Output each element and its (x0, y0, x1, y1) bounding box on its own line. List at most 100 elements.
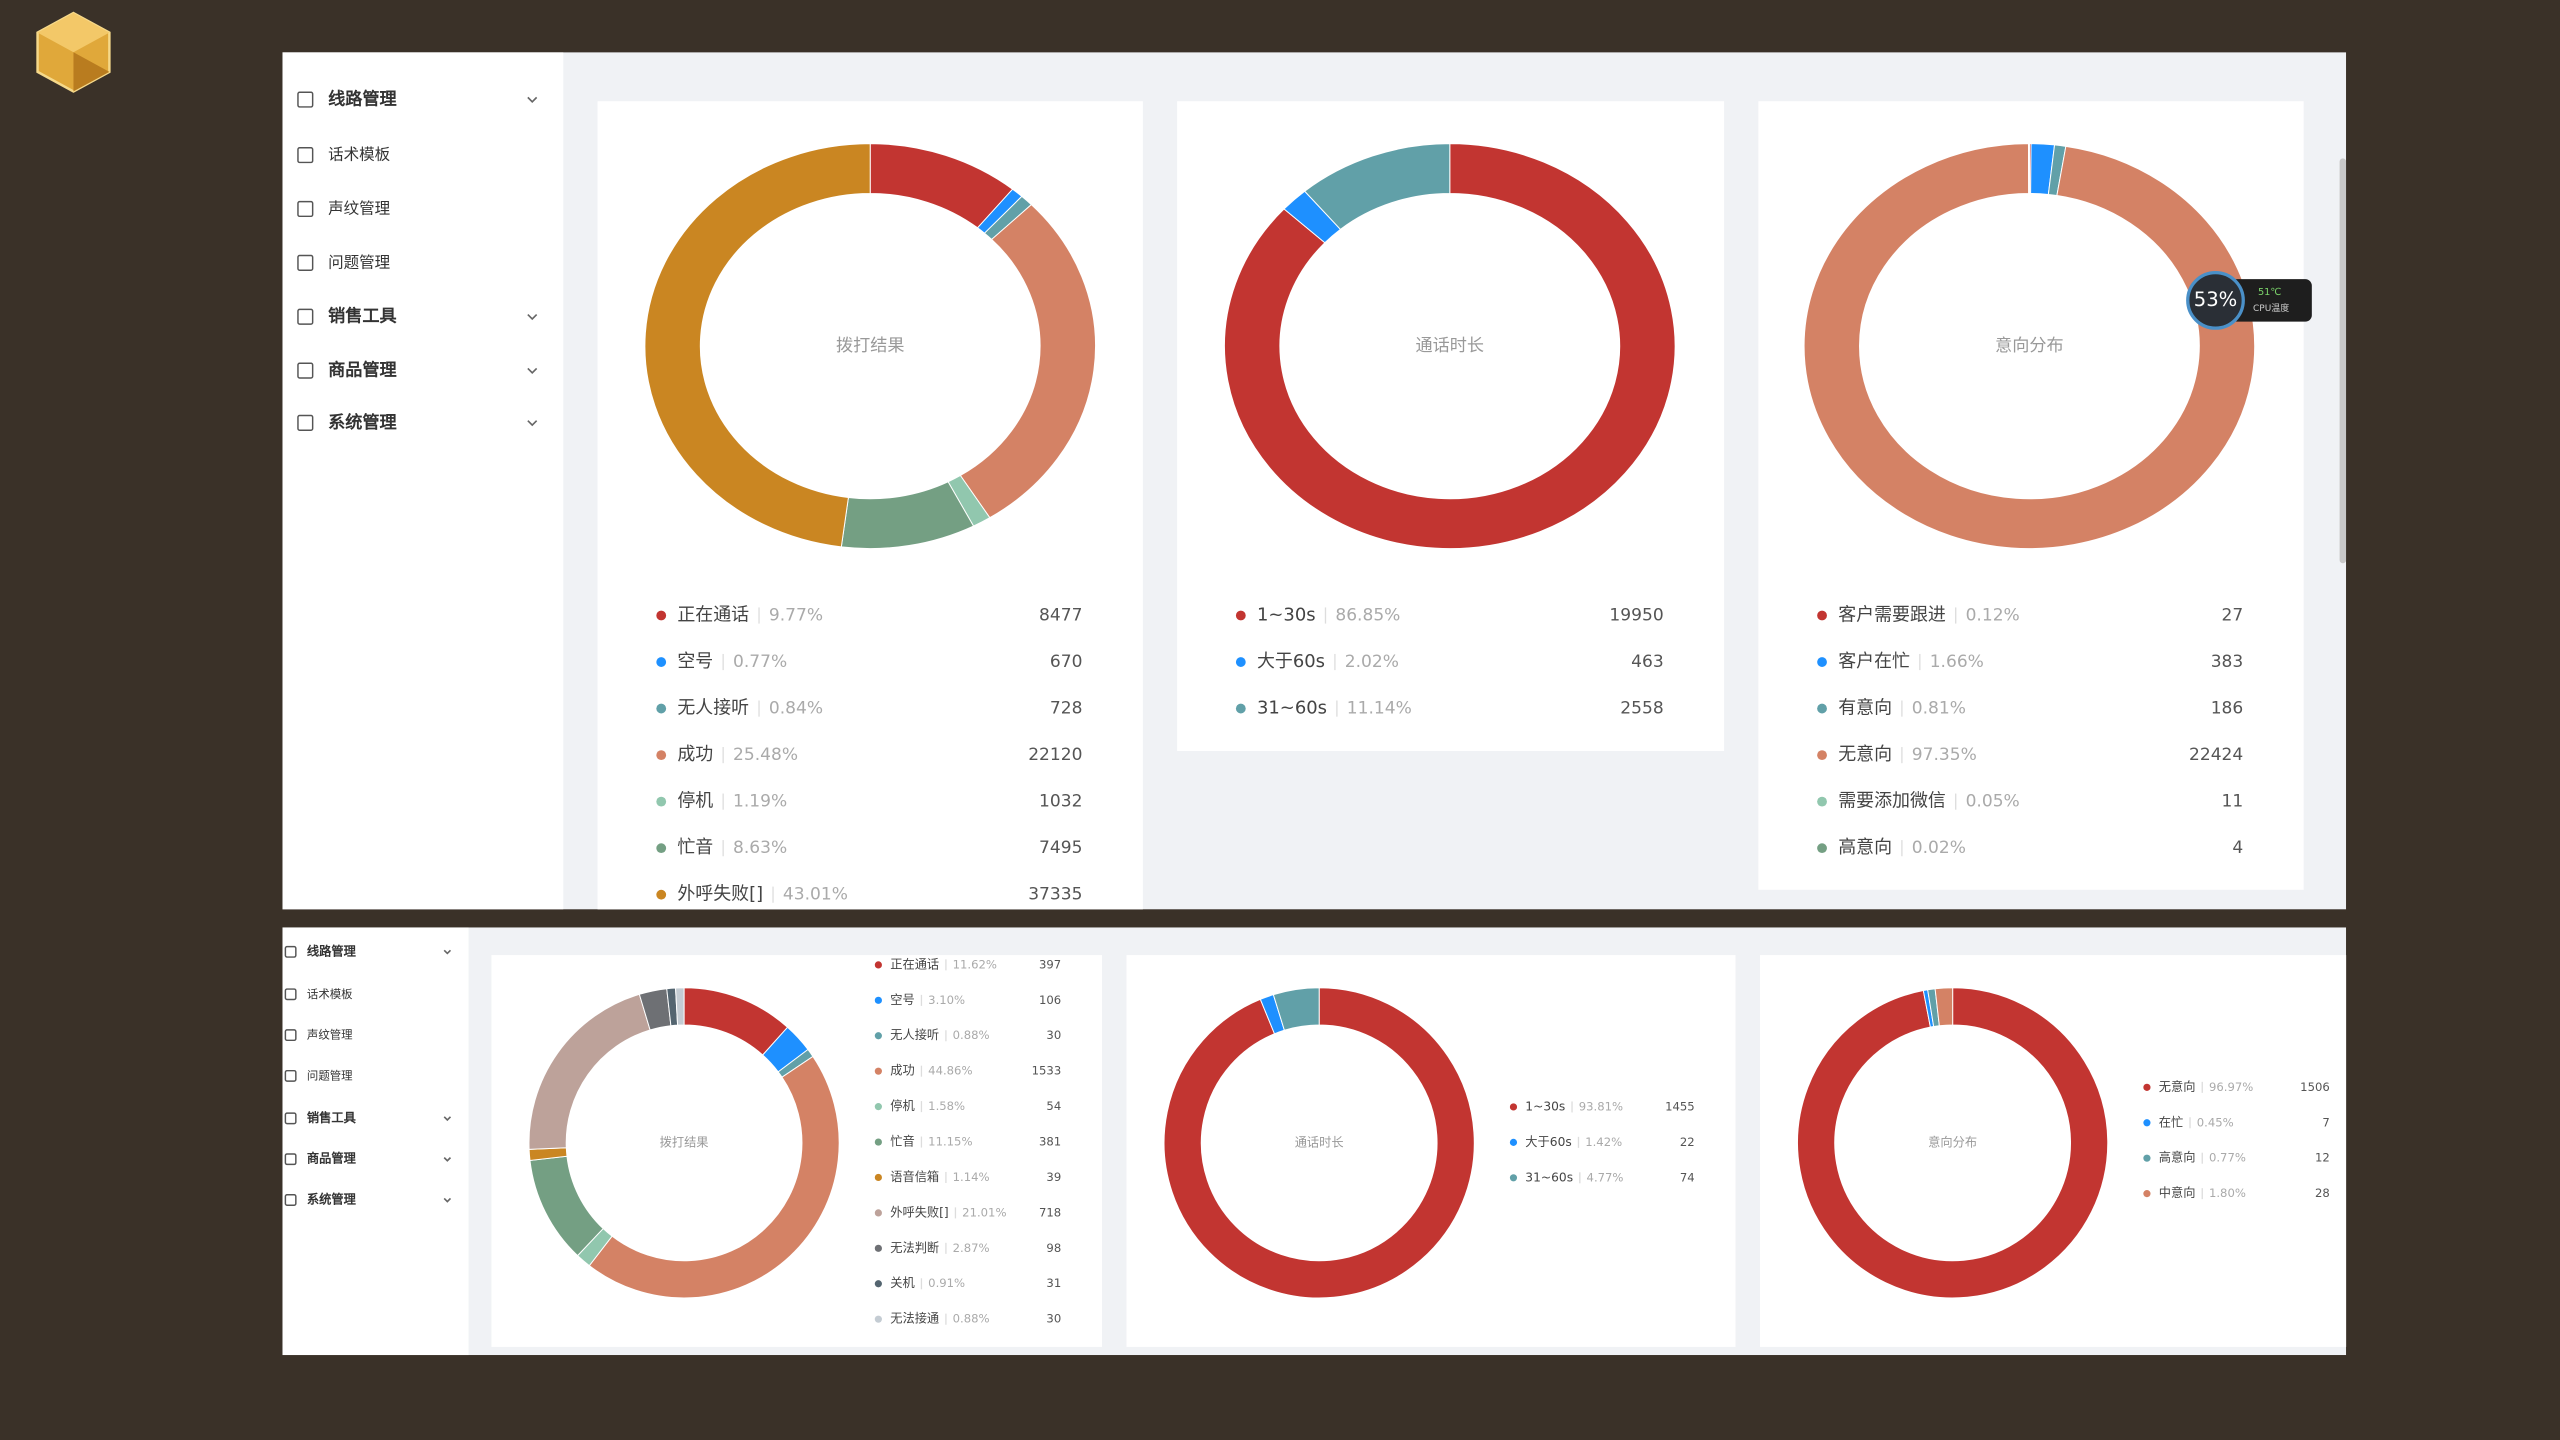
legend-value: 11 (2222, 792, 2244, 812)
legend-dot (874, 1032, 882, 1040)
legend-percent: 1.19% (733, 792, 787, 812)
menu-icon (297, 362, 314, 379)
legend-percent: 96.97% (2209, 1080, 2253, 1094)
legend-percent: 1.14% (953, 1170, 990, 1184)
legend-label: 无意向 (1838, 744, 1892, 765)
scrollbar (2339, 158, 2347, 564)
legend-dot (874, 1280, 882, 1288)
legend-percent: 44.86% (928, 1064, 972, 1078)
menu-icon (297, 91, 314, 108)
legend-dot (874, 1173, 882, 1182)
menu-icon (297, 308, 314, 325)
slice (588, 1055, 840, 1299)
legend-label: 有意向 (1838, 698, 1892, 719)
logo (36, 11, 111, 93)
legend-value: 54 (1046, 1099, 1061, 1113)
slice (1163, 987, 1475, 1299)
legend-dot (2143, 1154, 2151, 1162)
menu-item: 问题管理 (307, 1068, 353, 1082)
slice (1803, 143, 2256, 550)
legend-dot (1509, 1103, 1518, 1111)
slice (1303, 143, 1451, 230)
menu-item: 声纹管理 (307, 1028, 353, 1042)
slice (675, 987, 685, 1026)
chevron (527, 313, 538, 321)
legend-dot (1817, 657, 1827, 667)
menu-item: 问题管理 (328, 253, 390, 271)
legend-label: 语音信箱 (890, 1169, 939, 1184)
legend-percent: 0.45% (2197, 1115, 2234, 1129)
legend-percent: 1.42% (1585, 1135, 1622, 1149)
legend-label: 无人接听 (890, 1027, 939, 1042)
chart-title: 通话时长 (1295, 1135, 1344, 1149)
legend-dot (656, 796, 667, 807)
slice (1224, 143, 1676, 550)
legend-label: 无法接通 (890, 1311, 939, 1326)
legend-percent: 1.58% (928, 1099, 965, 1113)
legend-percent: 43.01% (783, 885, 848, 905)
legend-label: 高意向 (1838, 837, 1892, 858)
legend-label: 无人接听 (677, 698, 749, 719)
legend-dot (1817, 610, 1827, 621)
menu-item: 话术模板 (328, 146, 390, 164)
chevron (527, 367, 538, 374)
legend-percent: 0.91% (928, 1276, 965, 1290)
legend-label: 空号 (890, 993, 914, 1007)
menu-item: 销售工具 (307, 1110, 357, 1125)
cpu-temperature: 51℃ (2258, 287, 2281, 298)
cpu-ring (2186, 271, 2245, 330)
legend-value: 30 (1046, 1028, 1061, 1042)
legend-value: 1533 (1032, 1064, 1062, 1078)
legend-value: 1032 (1039, 792, 1082, 812)
legend-percent: 0.88% (953, 1028, 990, 1042)
legend-value: 463 (1631, 652, 1664, 672)
menu-icon (284, 945, 297, 958)
legend-dot (2143, 1190, 2151, 1198)
legend-value: 186 (2211, 699, 2244, 719)
legend-dot (2143, 1119, 2151, 1127)
chart-title: 意向分布 (1995, 336, 2064, 356)
legend-label: 忙音 (677, 837, 713, 858)
legend-percent: 2.02% (1345, 652, 1399, 672)
legend-label: 外呼失败[] (890, 1204, 948, 1219)
menu-item: 销售工具 (328, 306, 397, 327)
legend-percent: 8.63% (733, 838, 787, 858)
legend-value: 718 (1039, 1205, 1061, 1219)
legend-value: 397 (1039, 957, 1061, 971)
legend-dot (656, 657, 667, 667)
legend-value: 27 (2222, 606, 2244, 626)
legend-label: 31~60s (1257, 698, 1327, 719)
legend-label: 外呼失败[] (677, 884, 763, 905)
legend-dot (1817, 703, 1827, 714)
legend-percent: 11.15% (928, 1135, 972, 1149)
legend-value: 98 (1046, 1241, 1061, 1255)
legend-value: 2558 (1620, 699, 1663, 719)
legend-percent: 11.14% (1347, 699, 1412, 719)
legend-percent: 9.77% (769, 606, 823, 626)
menu-item: 线路管理 (307, 943, 357, 958)
legend-dot (874, 1244, 882, 1252)
legend-dot (874, 1067, 882, 1075)
sidebar (282, 52, 564, 910)
legend-value: 381 (1039, 1135, 1061, 1149)
legend-dot (874, 996, 882, 1004)
legend-dot (656, 610, 667, 621)
legend-dot (874, 1209, 882, 1217)
menu-icon (297, 147, 314, 164)
legend-percent: 1.80% (2209, 1186, 2246, 1200)
legend-dot (1509, 1174, 1518, 1182)
card (1760, 955, 2347, 1347)
legend-value: 7495 (1039, 838, 1082, 858)
chevron (443, 1157, 452, 1162)
legend-label: 成功 (890, 1064, 914, 1078)
legend-value: 19950 (1609, 606, 1663, 626)
legend-value: 12 (2315, 1151, 2330, 1165)
menu-icon (284, 1029, 297, 1042)
legend-label: 成功 (677, 744, 713, 765)
legend-dot (656, 750, 667, 760)
sidebar (282, 927, 469, 1356)
cpu-box (2230, 279, 2312, 322)
legend-dot (656, 703, 667, 714)
legend-label: 31~60s (1525, 1170, 1573, 1184)
